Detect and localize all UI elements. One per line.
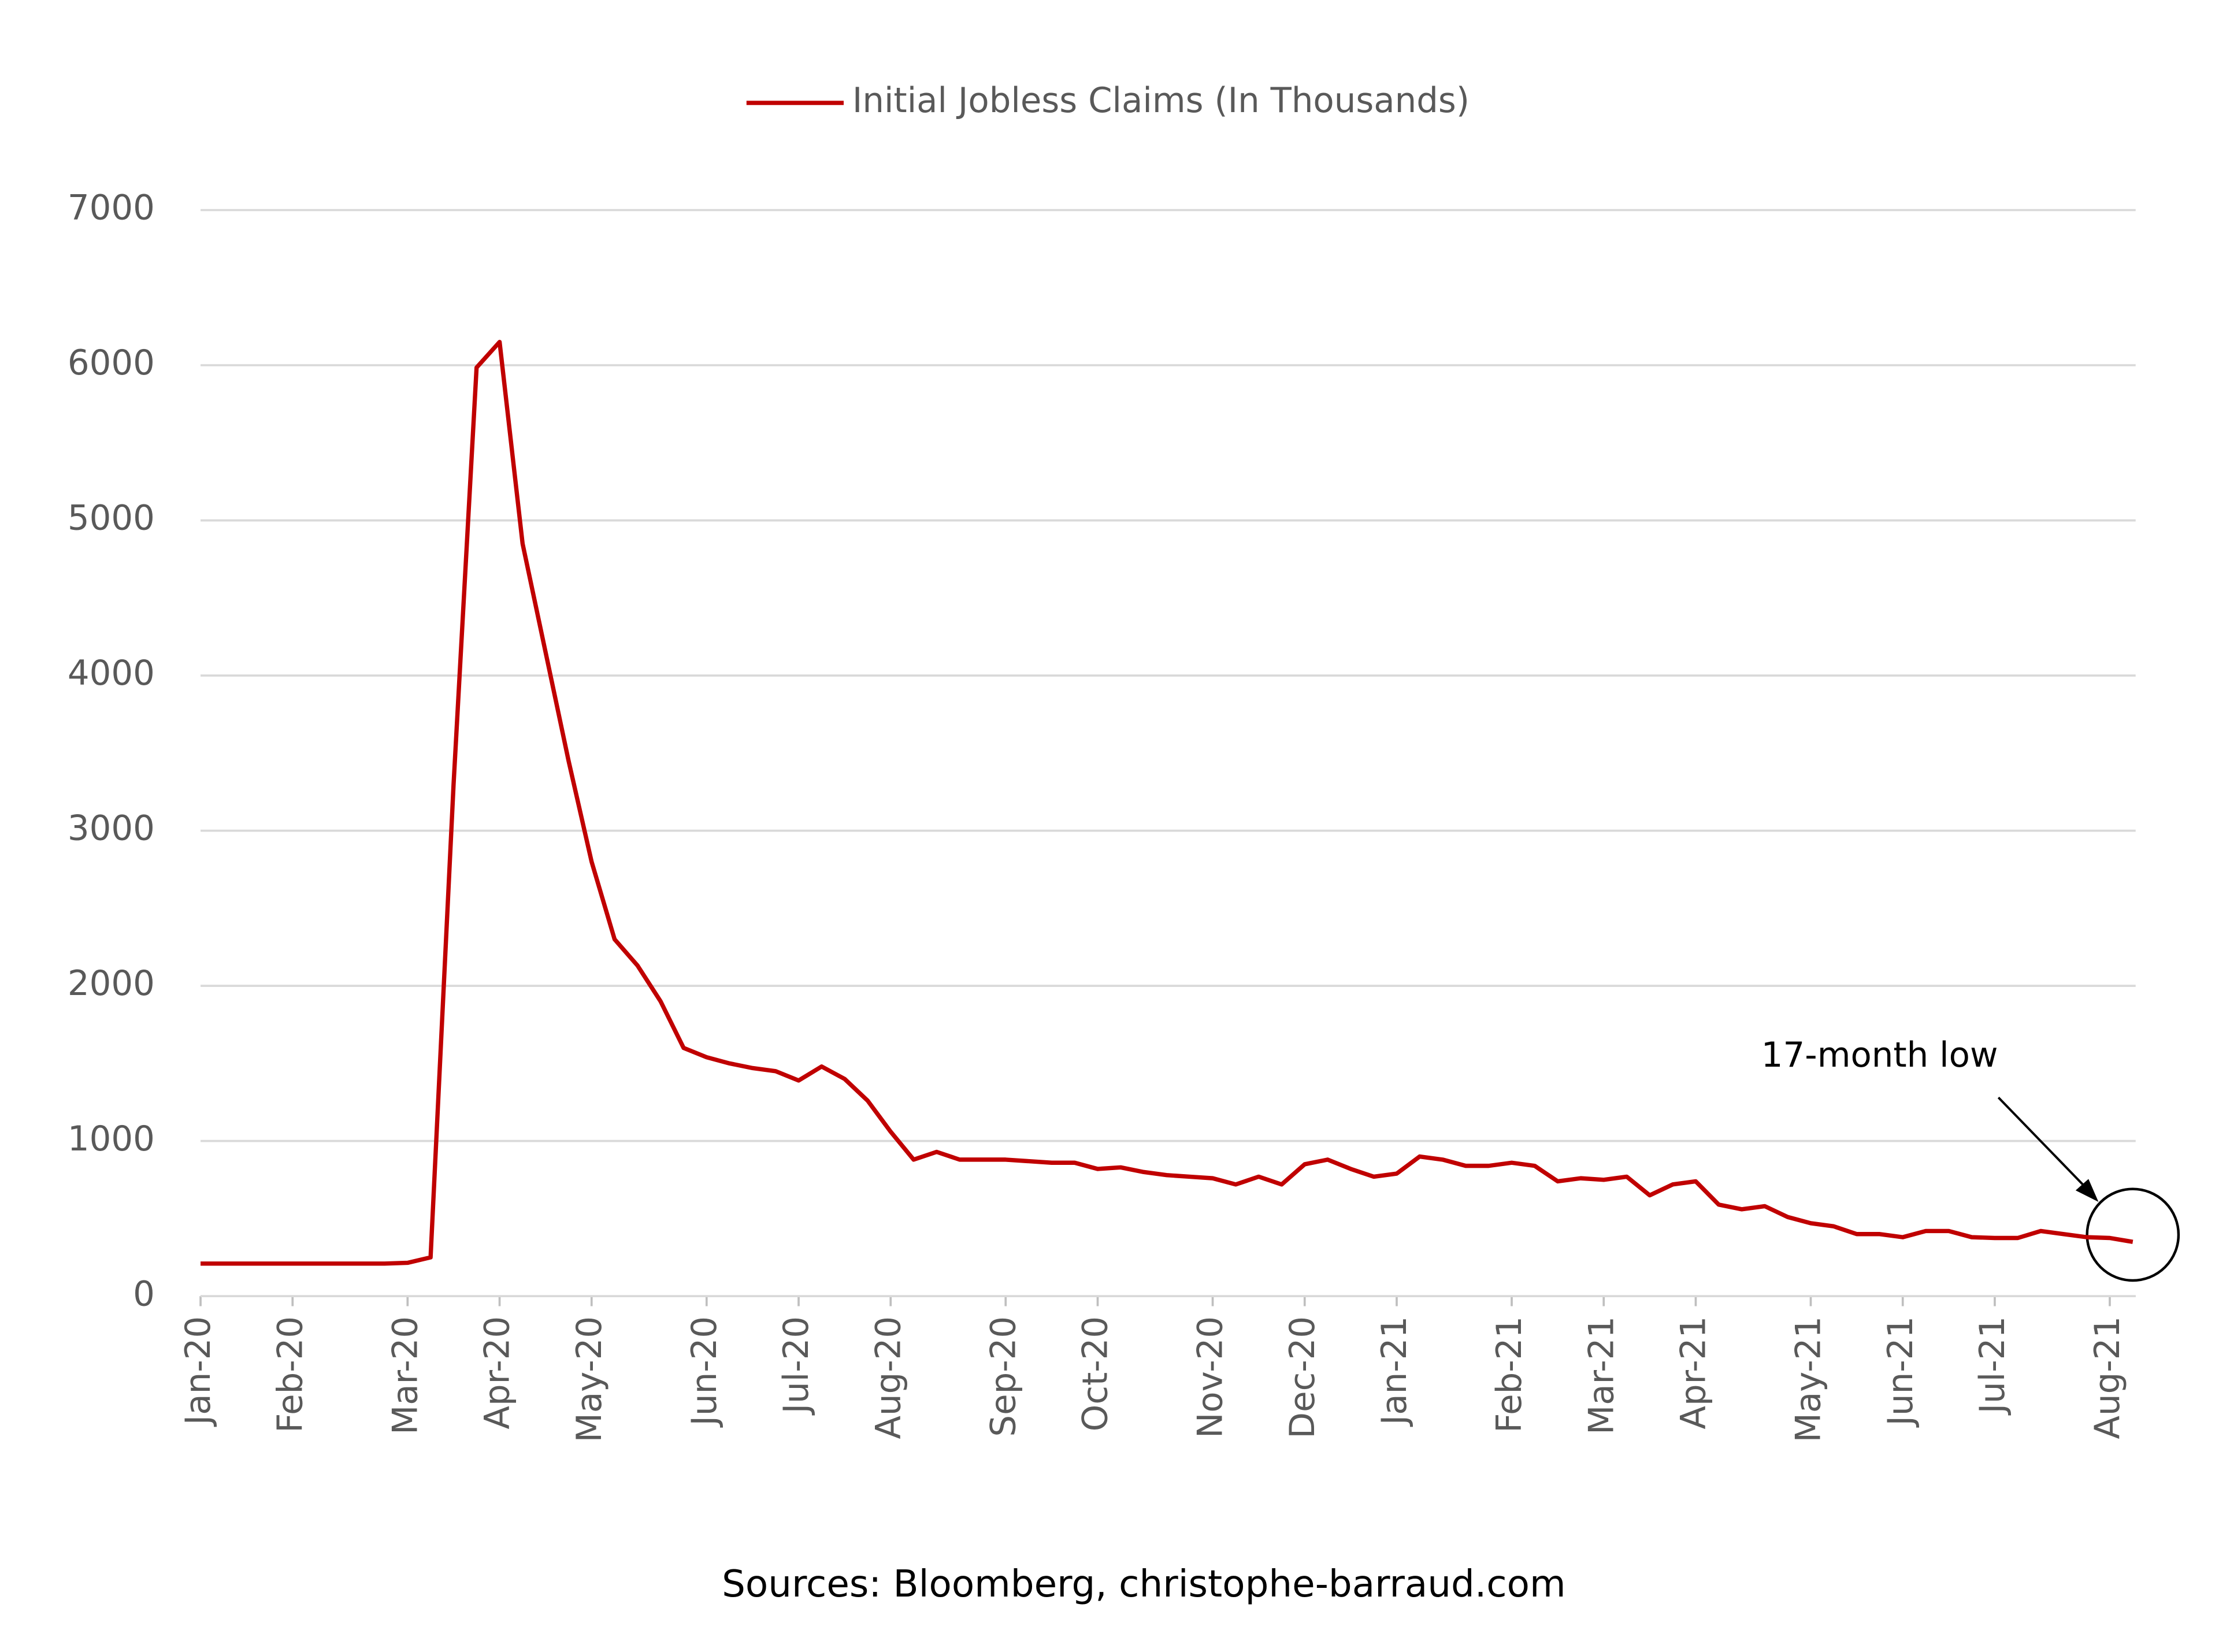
x-tick-label: Mar-20 [385,1316,425,1435]
x-tick-label: Jun-20 [684,1316,724,1428]
y-tick-label: 4000 [68,653,155,693]
annotation: 17-month low [1761,1035,1998,1075]
y-tick-label: 6000 [68,343,155,383]
data-line [201,340,2133,1266]
y-tick-label: 5000 [68,498,155,538]
x-tick-label: Sep-20 [983,1316,1023,1437]
highlight-circle [2086,1187,2180,1282]
x-tick-label: Mar-21 [1581,1316,1621,1435]
x-tick-label: Feb-21 [1489,1316,1529,1433]
y-tick-label: 7000 [68,188,155,228]
x-tick-label: Dec-20 [1282,1316,1322,1439]
y-tick-label: 2000 [68,963,155,1003]
x-tick-label: Jan-20 [178,1316,218,1427]
x-tick-label: Aug-20 [868,1316,908,1439]
y-tick-label: 0 [133,1274,155,1313]
source-note: Sources: Bloomberg, christophe-barraud.c… [722,1562,1566,1606]
x-tick-label: May-21 [1788,1316,1828,1443]
legend-label: Initial Jobless Claims (In Thousands) [852,80,1470,120]
y-tick-label: 1000 [68,1119,155,1159]
x-tick-label: May-20 [569,1316,609,1443]
x-tick-label: Nov-20 [1190,1316,1230,1438]
x-tick-label: Apr-20 [477,1316,517,1430]
arrow-head [2075,1179,2099,1202]
x-tick-label: Aug-21 [2087,1316,2127,1439]
x-tick-label: Jul-21 [1972,1316,2012,1416]
x-tick-label: Feb-20 [270,1316,310,1433]
x-tick-label: Jul-20 [776,1316,816,1416]
x-tick-label: Jun-21 [1880,1316,1920,1428]
annotation-arrow [1997,1097,2091,1193]
x-tick-label: Apr-21 [1673,1316,1713,1430]
y-tick-label: 3000 [68,808,155,848]
x-tick-label: Oct-20 [1075,1316,1115,1432]
x-tick-label: Jan-21 [1374,1316,1414,1427]
